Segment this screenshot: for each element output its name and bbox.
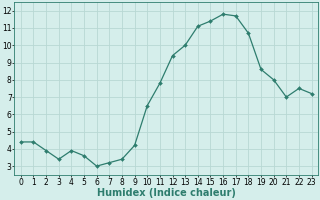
X-axis label: Humidex (Indice chaleur): Humidex (Indice chaleur) — [97, 188, 236, 198]
